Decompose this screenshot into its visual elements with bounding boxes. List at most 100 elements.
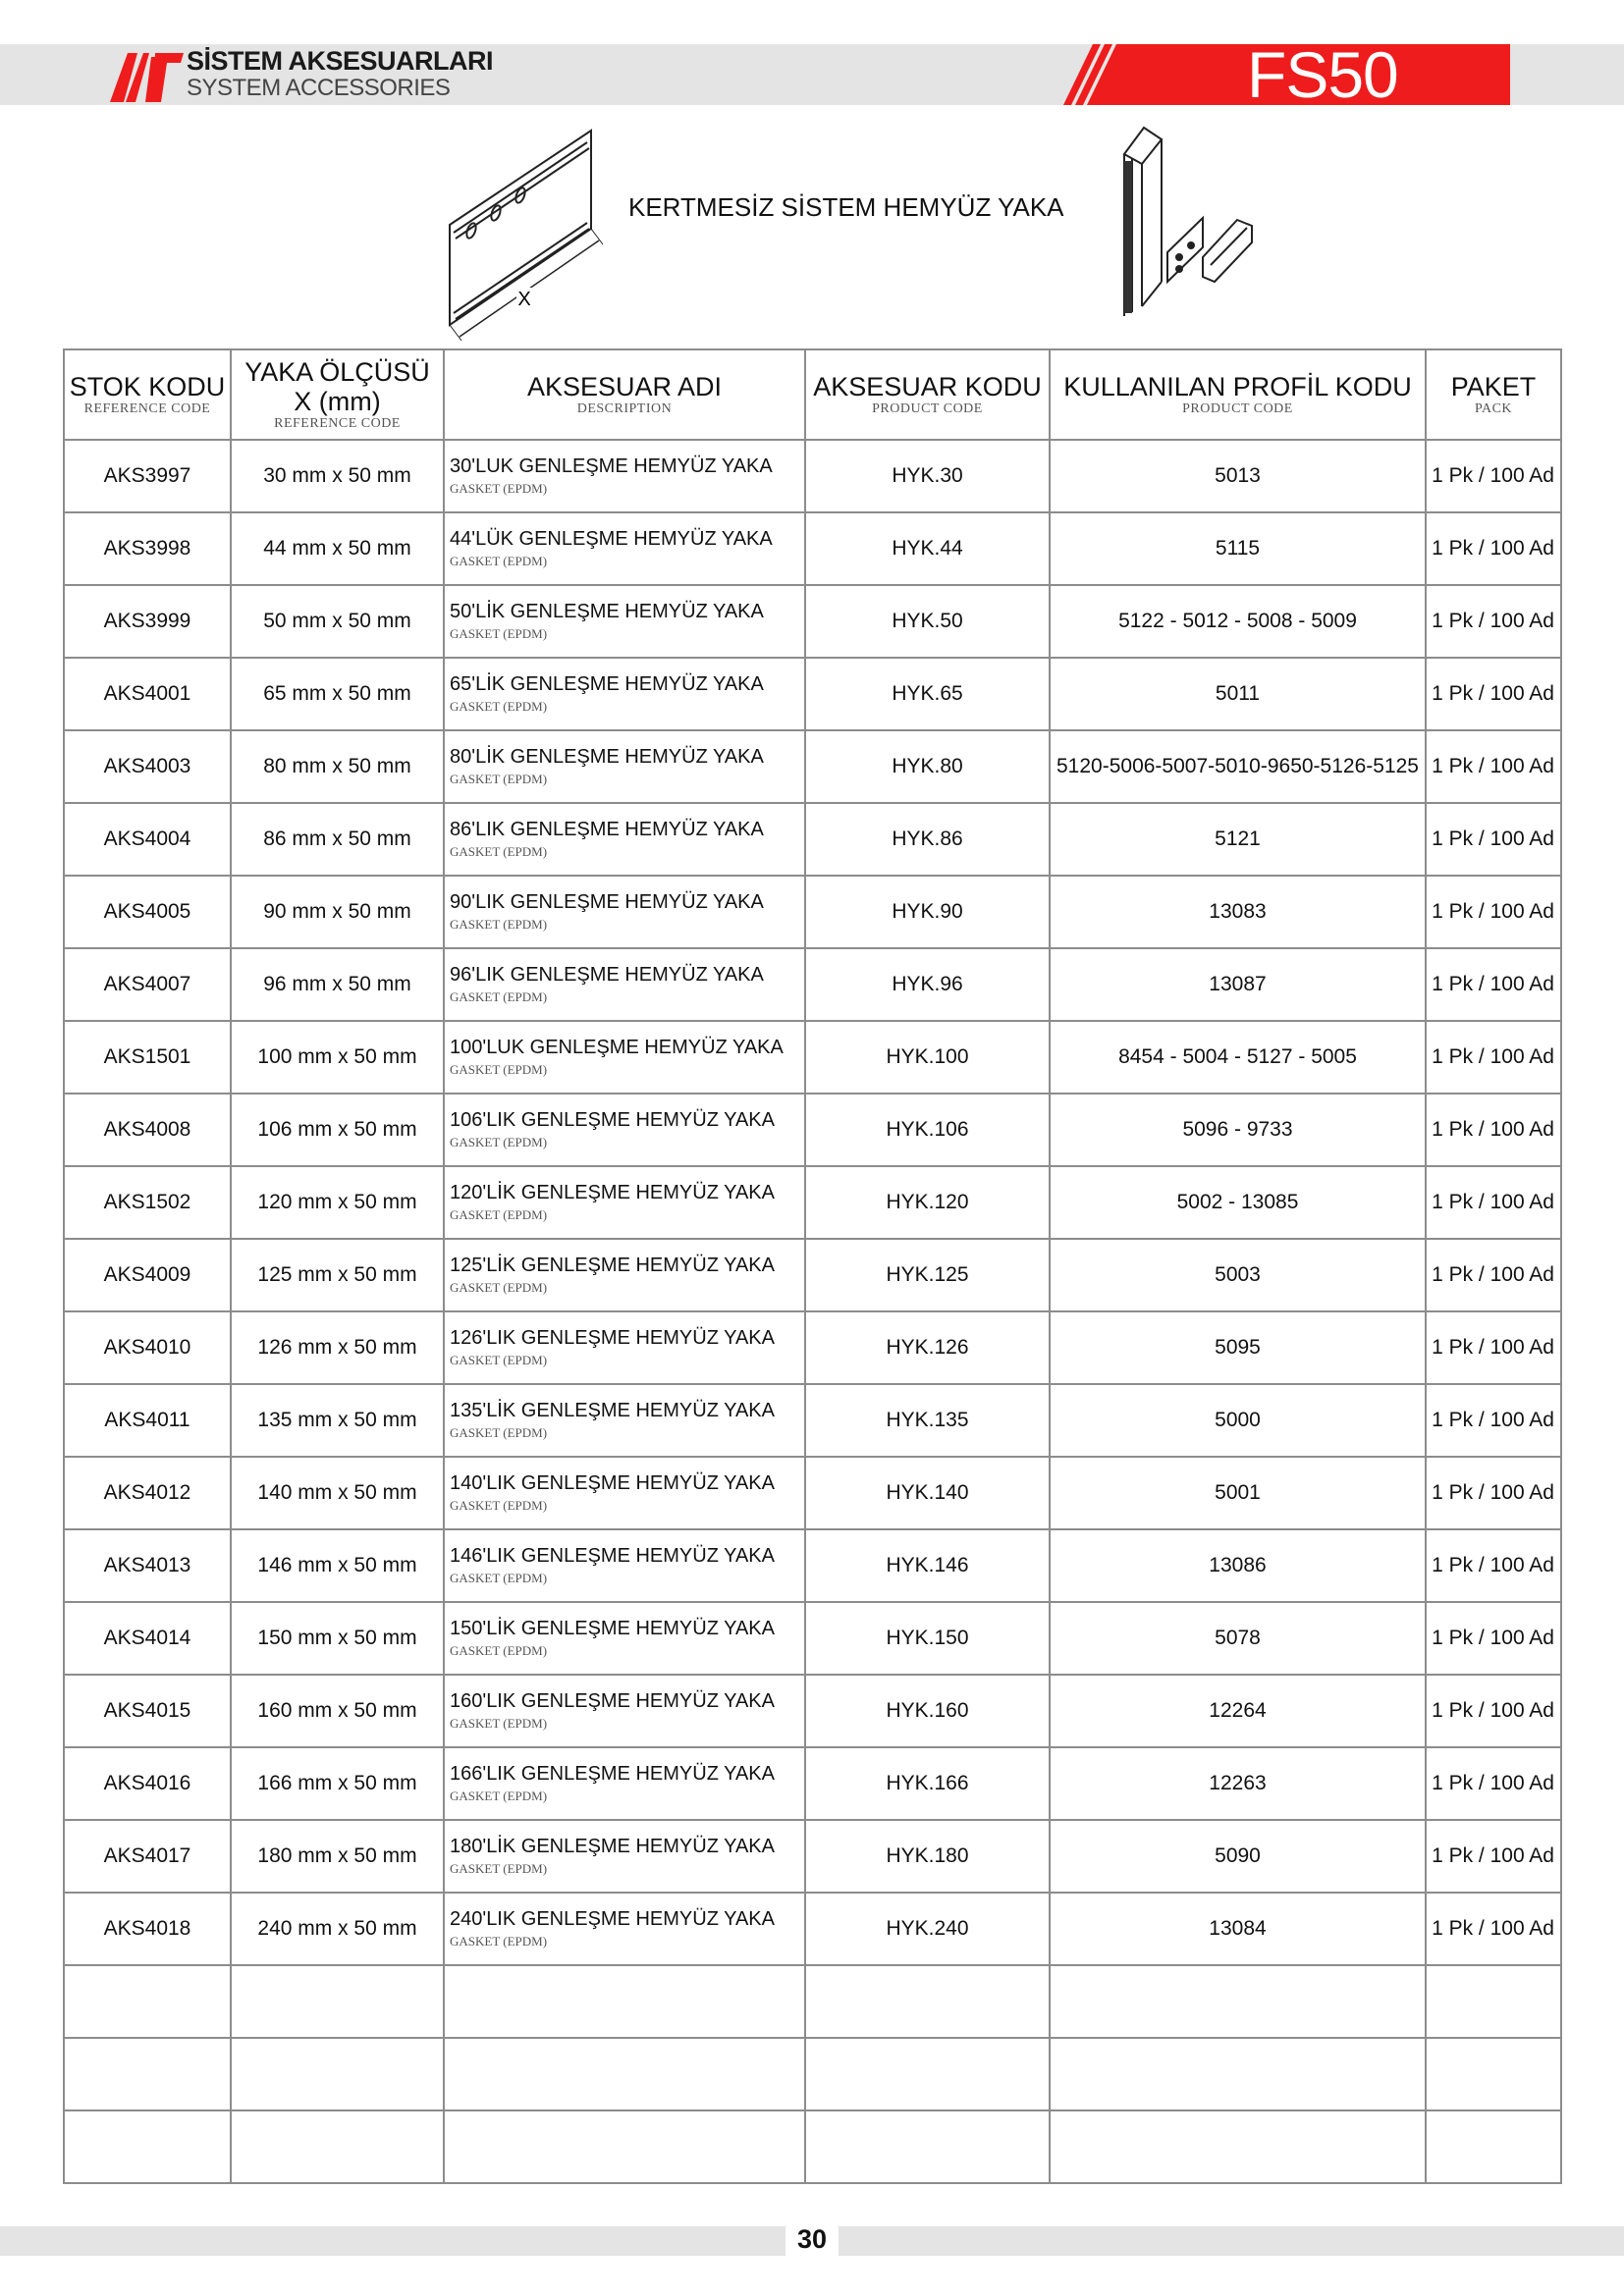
product-code-cell: HYK.90 [804, 875, 1051, 949]
description-cell: 86'LIK GENLEŞME HEMYÜZ YAKA GASKET (EPDM) [443, 802, 806, 877]
description-name: 30'LUK GENLEŞME HEMYÜZ YAKA [450, 455, 773, 477]
product-code-cell: HYK.50 [804, 584, 1051, 659]
stock-code-cell: AKS4011 [63, 1383, 232, 1458]
size-cell: 65 mm x 50 mm [230, 657, 445, 731]
stock-code-cell: AKS4014 [63, 1601, 232, 1676]
description-name: 90'LIK GENLEŞME HEMYÜZ YAKA [450, 891, 764, 913]
description-name: 86'LIK GENLEŞME HEMYÜZ YAKA [450, 819, 764, 840]
product-code-cell: HYK.166 [804, 1746, 1051, 1821]
profile-code-cell: 12263 [1049, 1746, 1427, 1821]
description-cell: 125'LİK GENLEŞME HEMYÜZ YAKA GASKET (EPDM… [443, 1238, 806, 1312]
table-row: AKS4013 146 mm x 50 mm 146'LIK GENLEŞME HE… [63, 1528, 1562, 1603]
pack-cell: 1 Pk / 100 Ad [1425, 439, 1562, 513]
stock-code-cell: AKS4005 [63, 875, 232, 949]
stock-code-cell: AKS1502 [63, 1165, 232, 1240]
gasket-plate-illustration: X [449, 129, 604, 342]
description-material: GASKET (EPDM) [450, 1571, 548, 1585]
size-cell: 160 mm x 50 mm [230, 1674, 445, 1748]
size-cell: 106 mm x 50 mm [230, 1093, 445, 1167]
column-header-stock-code: STOK KODU REFERENCE CODE [63, 348, 232, 441]
pack-cell: 1 Pk / 100 Ad [1425, 1892, 1562, 1966]
pack-cell: 1 Pk / 100 Ad [1425, 1310, 1562, 1385]
description-name: 50'LİK GENLEŞME HEMYÜZ YAKA [450, 601, 764, 622]
column-header-pack: PAKET PACK [1425, 348, 1562, 441]
stock-code-cell: AKS4001 [63, 657, 232, 731]
table-body: AKS3997 30 mm x 50 mm 30'LUK GENLEŞME HEMY… [63, 439, 1562, 2184]
product-code-cell: HYK.125 [804, 1238, 1051, 1312]
description-material: GASKET (EPDM) [450, 989, 548, 1004]
stock-code-cell: AKS4008 [63, 1093, 232, 1167]
pack-cell: 1 Pk / 100 Ad [1425, 1020, 1562, 1095]
size-cell: 180 mm x 50 mm [230, 1819, 445, 1894]
empty-cell [63, 2037, 232, 2111]
column-header-description: AKSESUAR ADI DESCRIPTION [443, 348, 806, 441]
table-row: AKS4008 106 mm x 50 mm 106'LIK GENLEŞME HE… [63, 1093, 1562, 1167]
description-cell: 65'LİK GENLEŞME HEMYÜZ YAKA GASKET (EPDM) [443, 657, 806, 731]
empty-cell [230, 2037, 445, 2111]
product-code-cell: HYK.140 [804, 1456, 1051, 1530]
product-code-cell: HYK.86 [804, 802, 1051, 877]
product-code-cell: HYK.135 [804, 1383, 1051, 1458]
pack-cell: 1 Pk / 100 Ad [1425, 947, 1562, 1022]
size-cell: 166 mm x 50 mm [230, 1746, 445, 1821]
description-material: GASKET (EPDM) [450, 1135, 548, 1149]
empty-cell [1049, 2037, 1427, 2111]
profile-code-cell: 8454 - 5004 - 5127 - 5005 [1049, 1020, 1427, 1095]
description-cell: 44'LÜK GENLEŞME HEMYÜZ YAKA GASKET (EPDM) [443, 511, 806, 586]
stock-code-cell: AKS4003 [63, 729, 232, 804]
description-name: 44'LÜK GENLEŞME HEMYÜZ YAKA [450, 528, 773, 550]
pack-cell: 1 Pk / 100 Ad [1425, 1819, 1562, 1894]
description-material: GASKET (EPDM) [450, 844, 548, 859]
description-cell: 240'LIK GENLEŞME HEMYÜZ YAKA GASKET (EPDM… [443, 1892, 806, 1966]
size-cell: 50 mm x 50 mm [230, 584, 445, 659]
description-name: 126'LIK GENLEŞME HEMYÜZ YAKA [450, 1327, 775, 1349]
profile-code-cell: 5095 [1049, 1310, 1427, 1385]
column-header-product-code: AKSESUAR KODU PRODUCT CODE [804, 348, 1051, 441]
empty-cell [443, 2109, 806, 2184]
table-row: AKS4014 150 mm x 50 mm 150'LİK GENLEŞME HE… [63, 1601, 1562, 1676]
size-cell: 150 mm x 50 mm [230, 1601, 445, 1676]
table-row: AKS4009 125 mm x 50 mm 125'LİK GENLEŞME HE… [63, 1238, 1562, 1312]
description-name: 240'LIK GENLEŞME HEMYÜZ YAKA [450, 1908, 775, 1930]
description-cell: 90'LIK GENLEŞME HEMYÜZ YAKA GASKET (EPDM) [443, 875, 806, 949]
description-cell: 135'LİK GENLEŞME HEMYÜZ YAKA GASKET (EPDM… [443, 1383, 806, 1458]
size-cell: 96 mm x 50 mm [230, 947, 445, 1022]
description-name: 146'LIK GENLEŞME HEMYÜZ YAKA [450, 1545, 775, 1567]
product-code-cell: HYK.160 [804, 1674, 1051, 1748]
dimension-label: X [517, 289, 530, 310]
table-row: AKS4018 240 mm x 50 mm 240'LIK GENLEŞME HE… [63, 1892, 1562, 1966]
description-material: GASKET (EPDM) [450, 1280, 548, 1295]
pack-cell: 1 Pk / 100 Ad [1425, 1674, 1562, 1748]
profile-code-cell: 13086 [1049, 1528, 1427, 1603]
profile-code-cell: 13084 [1049, 1892, 1427, 1966]
description-material: GASKET (EPDM) [450, 1207, 548, 1222]
table-row: AKS1502 120 mm x 50 mm 120'LİK GENLEŞME HE… [63, 1165, 1562, 1240]
description-material: GASKET (EPDM) [450, 917, 548, 932]
description-cell: 126'LIK GENLEŞME HEMYÜZ YAKA GASKET (EPDM… [443, 1310, 806, 1385]
empty-cell [1425, 2037, 1562, 2111]
description-cell: 180'LİK GENLEŞME HEMYÜZ YAKA GASKET (EPDM… [443, 1819, 806, 1894]
size-cell: 240 mm x 50 mm [230, 1892, 445, 1966]
table-row: AKS4004 86 mm x 50 mm 86'LIK GENLEŞME HEMY… [63, 802, 1562, 877]
empty-cell [230, 1964, 445, 2039]
product-code-cell: HYK.146 [804, 1528, 1051, 1603]
stock-code-cell: AKS1501 [63, 1020, 232, 1095]
empty-table-row [63, 2109, 1562, 2184]
profile-code-cell: 12264 [1049, 1674, 1427, 1748]
table-row: AKS3997 30 mm x 50 mm 30'LUK GENLEŞME HEMY… [63, 439, 1562, 513]
description-material: GASKET (EPDM) [450, 1353, 548, 1367]
pack-cell: 1 Pk / 100 Ad [1425, 1165, 1562, 1240]
product-caption: KERTMESİZ SİSTEM HEMYÜZ YAKA [628, 192, 1064, 222]
product-code-cell: HYK.100 [804, 1020, 1051, 1095]
size-cell: 100 mm x 50 mm [230, 1020, 445, 1095]
profile-code-cell: 5011 [1049, 657, 1427, 731]
description-material: GASKET (EPDM) [450, 1716, 548, 1731]
description-cell: 166'LIK GENLEŞME HEMYÜZ YAKA GASKET (EPDM… [443, 1746, 806, 1821]
stock-code-cell: AKS3999 [63, 584, 232, 659]
size-cell: 86 mm x 50 mm [230, 802, 445, 877]
empty-cell [804, 2037, 1051, 2111]
table-row: AKS3999 50 mm x 50 mm 50'LİK GENLEŞME HEMY… [63, 584, 1562, 659]
table-row: AKS4016 166 mm x 50 mm 166'LIK GENLEŞME HE… [63, 1746, 1562, 1821]
profile-code-cell: 13087 [1049, 947, 1427, 1022]
description-name: 120'LİK GENLEŞME HEMYÜZ YAKA [450, 1182, 775, 1203]
